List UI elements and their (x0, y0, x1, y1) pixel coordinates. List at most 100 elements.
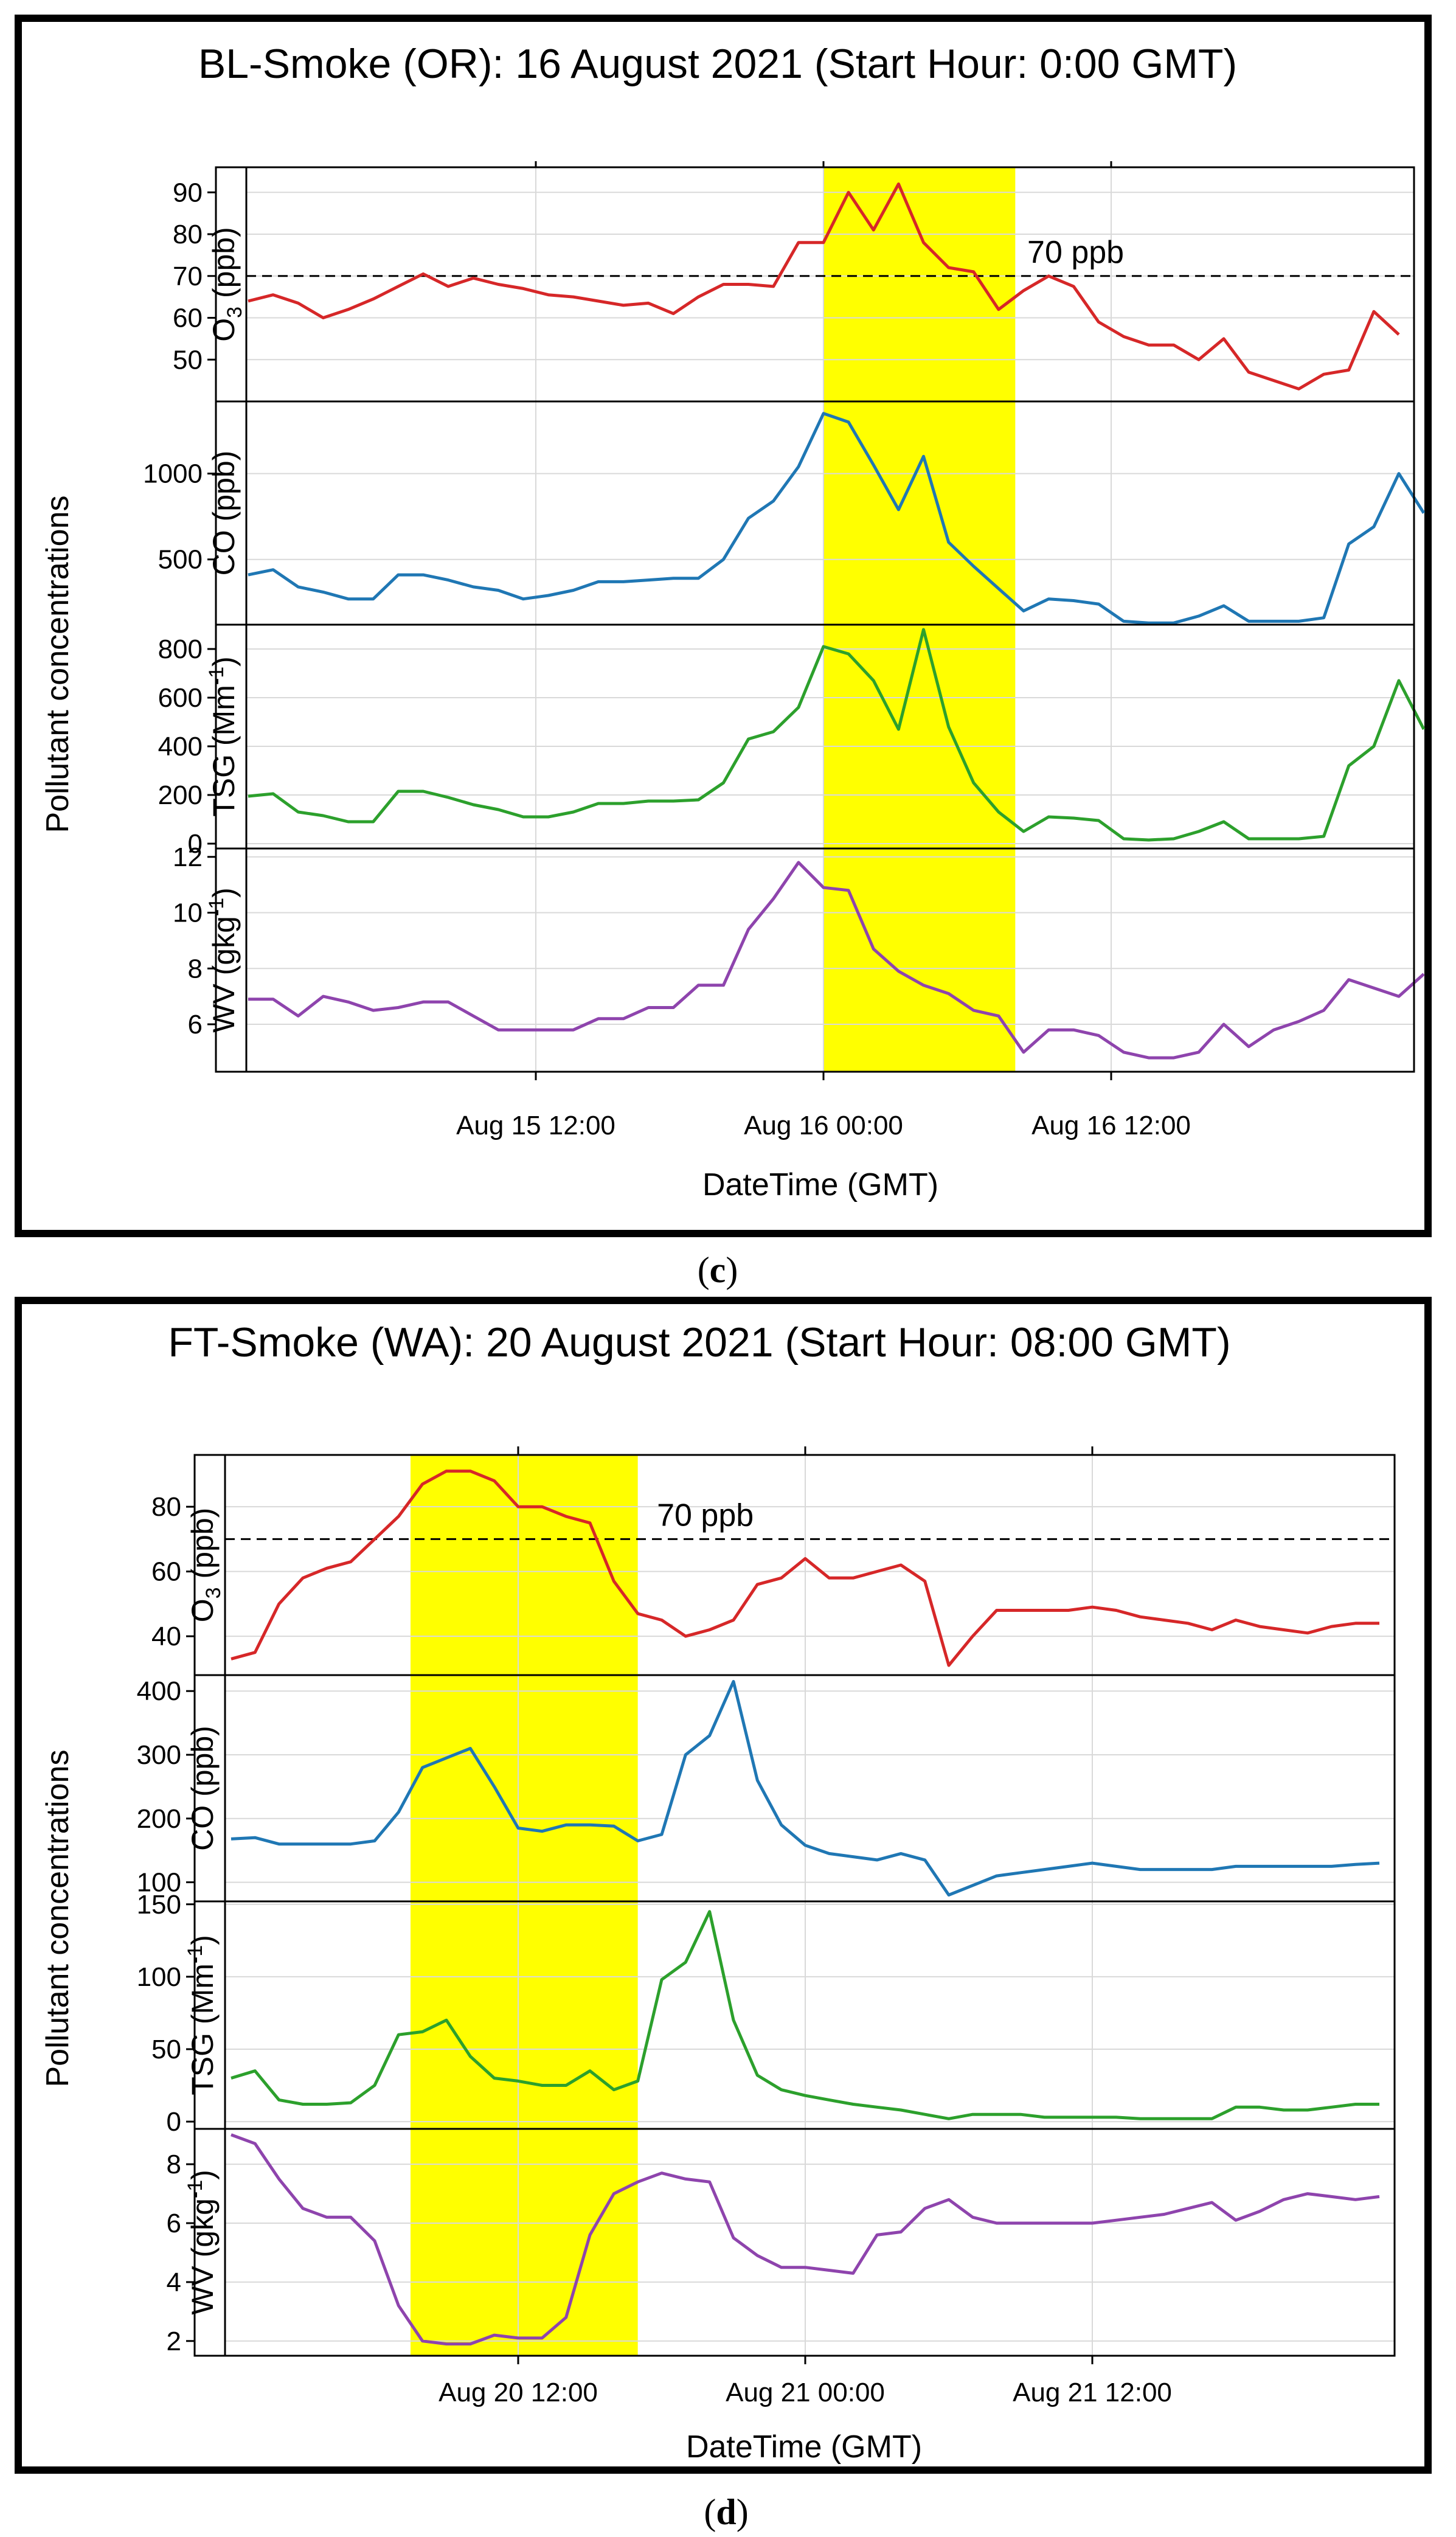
y-tick-label: 200 (137, 1804, 181, 1834)
panel-ylabel: WV (gkg-1) (184, 2170, 220, 2315)
y-tick-label: 8 (167, 2150, 181, 2179)
panel-ylabel: WV (gkg-1) (205, 887, 241, 1033)
figure-c-frame (15, 15, 1432, 1237)
y-tick-label: 80 (151, 1492, 181, 1522)
figure-c-y-axis-label: Pollutant concentrations (40, 495, 75, 833)
panel-ylabel: TSG (Mm-1) (184, 1935, 220, 2095)
panel-ylabel: CO (ppb) (207, 451, 241, 576)
y-tick-label: 90 (173, 178, 203, 207)
series-line-3 (248, 628, 1426, 842)
y-tick-label: 60 (151, 1557, 181, 1587)
smoke-event-highlight (823, 167, 1016, 1072)
panel-ylabel-script: 3 (202, 1587, 225, 1598)
panel-ylabel-rest: ) (207, 656, 241, 667)
y-tick-label: 8 (188, 954, 203, 984)
panel-frame (193, 2128, 1396, 2357)
x-tick-label: Aug 21 12:00 (1013, 2378, 1172, 2407)
series-line-4 (248, 861, 1425, 1060)
panel-ylabel: CO (ppb) (185, 1726, 220, 1851)
figure-c-caption-close: ) (726, 1250, 738, 1290)
figure-c-caption-label: c (710, 1250, 726, 1290)
y-tick-label: 400 (158, 732, 203, 762)
figure-d-frame (15, 1297, 1432, 2474)
y-tick-label: 150 (137, 1890, 181, 1920)
figure-d: FT-Smoke (WA): 20 August 2021 (Start Hou… (15, 1297, 1432, 2474)
panel-ylabel-main: WV (gkg (207, 916, 241, 1033)
y-tick-label: 40 (151, 1622, 181, 1651)
x-tick-label: Aug 16 12:00 (1031, 1111, 1191, 1140)
y-tick-label: 80 (173, 220, 203, 249)
figure-c: BL-Smoke (OR): 16 August 2021 (Start Hou… (15, 15, 1432, 1237)
y-tick-label: 4 (167, 2268, 181, 2297)
y-tick-label: 100 (137, 1962, 181, 1992)
y-tick-label: 2 (167, 2327, 181, 2356)
panel-ylabel-main: CO (185, 1805, 220, 1851)
figure-c-title: BL-Smoke (OR): 16 August 2021 (Start Hou… (198, 41, 1237, 87)
y-tick-label: 400 (137, 1676, 181, 1706)
y-tick-label: 70 (173, 262, 203, 291)
panel-ylabel-main: TSG (Mm (185, 1963, 220, 2095)
panel-4: 2 4 6 8WV (gkg-1) (167, 2128, 1396, 2357)
panel-ylabel-rest: (ppb) (207, 451, 241, 530)
panel-ylabel-main: TSG (Mm (207, 685, 241, 817)
panel-ylabel-rest: (ppb) (185, 1508, 220, 1588)
panel-ylabel-script: -1 (205, 898, 228, 916)
y-tick-label: 6 (188, 1010, 203, 1039)
y-tick-label: 500 (158, 545, 203, 575)
panel-frame (215, 847, 1415, 1073)
figure-c-caption: (c) (698, 1250, 738, 1290)
figure-d-caption: (d) (704, 2492, 748, 2532)
y-tick-label: 800 (158, 634, 203, 664)
figure-d-x-axis-label: DateTime (GMT) (686, 2429, 922, 2465)
series-line-3 (231, 1910, 1379, 2120)
panel-ylabel-rest: ) (185, 1935, 220, 1945)
figure-c-x-axis-label: DateTime (GMT) (702, 1167, 938, 1203)
panel-ylabel-script: 3 (223, 307, 246, 318)
panel-ylabel: O3 (ppb) (185, 1508, 225, 1622)
panel-frame (215, 166, 1415, 403)
panel-ylabel-main: WV (gkg (185, 2198, 220, 2315)
panel-ylabel-rest: ) (207, 887, 241, 898)
y-tick-label: 100 (137, 1868, 181, 1898)
panel-frame (193, 1674, 1396, 1903)
panel-ylabel-script: -1 (184, 2180, 207, 2198)
y-tick-label: 60 (173, 304, 203, 333)
panel-ylabel-script: -1 (184, 1945, 207, 1963)
y-tick-label: 300 (137, 1740, 181, 1770)
figure-d-caption-close: ) (737, 2492, 749, 2532)
x-tick-label: Aug 20 12:00 (439, 2378, 598, 2407)
smoke-event-highlight (411, 1455, 638, 2356)
y-tick-label: 0 (188, 829, 203, 859)
x-tick-label: Aug 16 00:00 (744, 1111, 903, 1140)
y-tick-label: 1000 (143, 459, 203, 489)
y-tick-label: 50 (173, 345, 203, 375)
panel-ylabel-main: CO (207, 530, 241, 575)
series-line-1 (248, 182, 1400, 390)
panel-frame (193, 1454, 1396, 1676)
panel-frame (193, 1900, 1396, 2130)
panel-ylabel-main: O (185, 1598, 220, 1622)
figure-d-title: FT-Smoke (WA): 20 August 2021 (Start Hou… (168, 1319, 1230, 1366)
panel-ylabel: TSG (Mm-1) (205, 656, 241, 817)
panel-ylabel: O3 (ppb) (207, 227, 246, 341)
series-line-1 (231, 1470, 1379, 1667)
y-tick-label: 50 (151, 2035, 181, 2064)
y-tick-label: 600 (158, 683, 203, 713)
figure-d-caption-label: d (716, 2492, 736, 2532)
y-tick-label: 12 (173, 842, 203, 872)
figure-d-y-axis-label: Pollutant concentrations (40, 1749, 75, 2087)
y-tick-label: 10 (173, 898, 203, 928)
x-tick-label: Aug 15 12:00 (456, 1111, 615, 1140)
reference-line-label: 70 ppb (657, 1498, 754, 1533)
panel-ylabel-rest: (ppb) (207, 227, 241, 307)
series-line-4 (231, 2133, 1380, 2346)
panel-ylabel-rest: ) (185, 2170, 220, 2180)
